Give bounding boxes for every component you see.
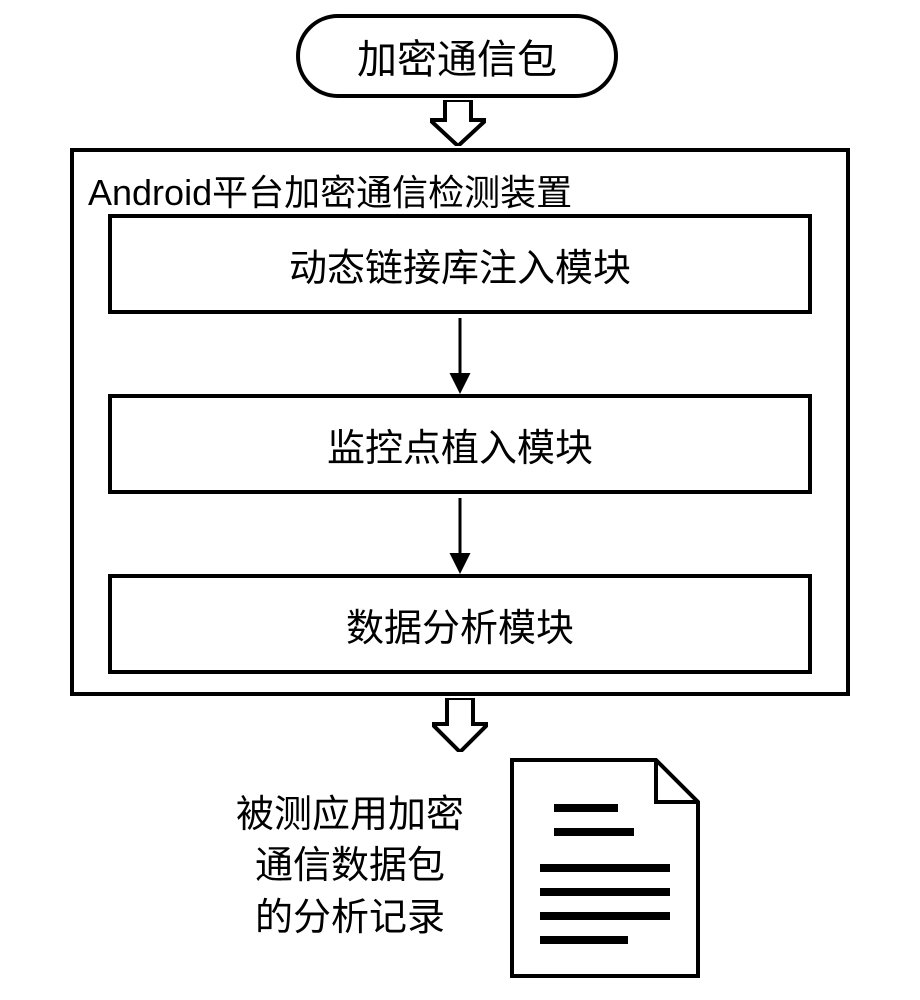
arrow-input-to-device (430, 100, 486, 146)
module-label: 数据分析模块 (346, 597, 574, 652)
module-monitor-implant: 监控点植入模块 (108, 394, 812, 494)
module-data-analysis: 数据分析模块 (108, 574, 812, 674)
output-label: 被测应用加密通信数据包的分析记录 (200, 790, 500, 944)
module-dll-inject: 动态链接库注入模块 (108, 214, 812, 314)
input-node: 加密通信包 (296, 14, 618, 98)
device-label: Android平台加密通信检测装置 (88, 164, 572, 216)
diagram-canvas: 加密通信包 Android平台加密通信检测装置 动态链接库注入模块 监控点植入模… (0, 0, 920, 1000)
document-icon (510, 758, 700, 978)
module-label: 动态链接库注入模块 (289, 237, 631, 292)
arrow-device-to-output (432, 698, 488, 752)
input-label: 加密通信包 (357, 27, 557, 85)
module-label: 监控点植入模块 (327, 417, 593, 472)
